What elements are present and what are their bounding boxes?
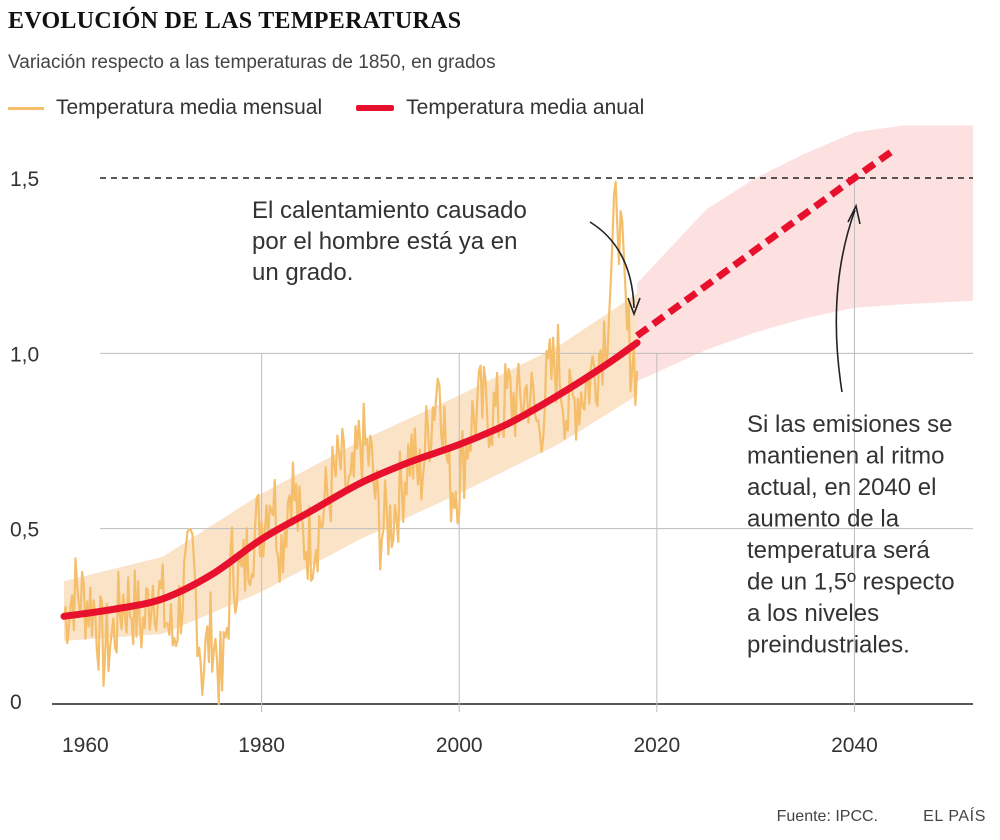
chart-title: EVOLUCIÓN DE LAS TEMPERATURAS [8,8,462,34]
y-tick-label: 0 [10,691,22,714]
legend-swatch-annual [356,105,395,111]
legend-label-monthly: Temperatura media mensual [56,96,323,119]
chart-subtitle: Variación respecto a las temperaturas de… [8,52,496,73]
y-tick-label: 1,5 [10,168,39,191]
legend-label-annual: Temperatura media anual [406,96,645,119]
annotation-projection: Si las emisiones se mantienen al ritmo act… [747,411,955,659]
legend-item-annual: Temperatura media anual [356,96,644,120]
y-tick-label: 0,5 [10,519,39,542]
legend: Temperatura media mensual Temperatura me… [8,96,678,120]
source-note: Fuente: IPCC. [776,808,878,825]
series-lines [60,147,896,706]
arrow-human-warming [589,221,635,309]
legend-item-monthly: Temperatura media mensual [8,96,322,120]
grid-lines [52,177,973,712]
projection-band [637,125,973,382]
arrow-head-projection [847,203,861,225]
y-tick-label: 1,0 [10,343,39,366]
brand-name: EL PAÍS [923,808,986,825]
x-tick-label: 1980 [238,734,285,757]
legend-swatch-monthly [8,106,44,110]
x-tick-label: 2040 [831,734,878,757]
x-tick-label: 2000 [436,734,483,757]
annotations: El calentamiento causado por el hombre es… [252,197,955,659]
monthly-temperature-line [62,180,639,706]
annotation-human-warming: El calentamiento causado por el hombre es… [252,197,527,286]
tick-labels: 0 0,5 1,0 1,5 1960 1980 2000 2020 2040 [10,168,878,757]
x-tick-label: 2020 [633,734,680,757]
projection-line [635,147,896,339]
arrow-projection [835,209,856,393]
annual-temperature-line [60,339,641,620]
x-tick-label: 1960 [62,734,109,757]
arrow-head-human-warming [627,297,641,317]
